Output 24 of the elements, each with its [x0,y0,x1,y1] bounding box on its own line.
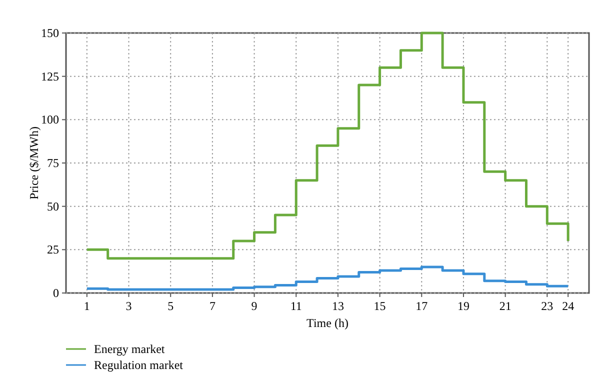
x-tick-label: 11 [290,299,302,313]
y-tick-label: 150 [41,26,59,40]
x-tick-label: 3 [126,299,132,313]
x-tick-label: 13 [332,299,344,313]
x-tick-label: 5 [168,299,174,313]
y-axis-title: Price ($/MWh) [27,126,41,200]
x-tick-label: 1 [84,299,90,313]
x-tick-label: 9 [251,299,258,313]
x-tick-label: 24 [562,299,574,313]
x-tick-label: 21 [499,299,512,313]
y-tick-label: 75 [47,156,59,170]
x-tick-label: 23 [541,299,554,313]
legend-label: Regulation market [94,358,184,372]
legend-label: Energy market [94,342,166,356]
x-tick-label: 15 [374,299,386,313]
x-tick-label: 19 [457,299,470,313]
y-tick-label: 0 [53,286,59,300]
y-tick-label: 25 [47,242,59,257]
x-axis-title: Time (h) [306,316,348,330]
y-tick-label: 100 [41,112,59,127]
x-tick-label: 7 [209,299,216,313]
y-tick-label: 125 [41,69,59,84]
y-tick-label: 50 [47,199,59,214]
x-tick-label: 17 [416,299,428,313]
